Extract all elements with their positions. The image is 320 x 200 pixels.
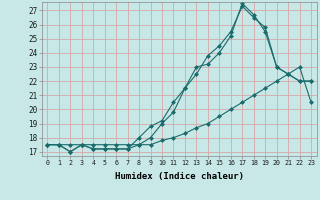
X-axis label: Humidex (Indice chaleur): Humidex (Indice chaleur) — [115, 172, 244, 181]
